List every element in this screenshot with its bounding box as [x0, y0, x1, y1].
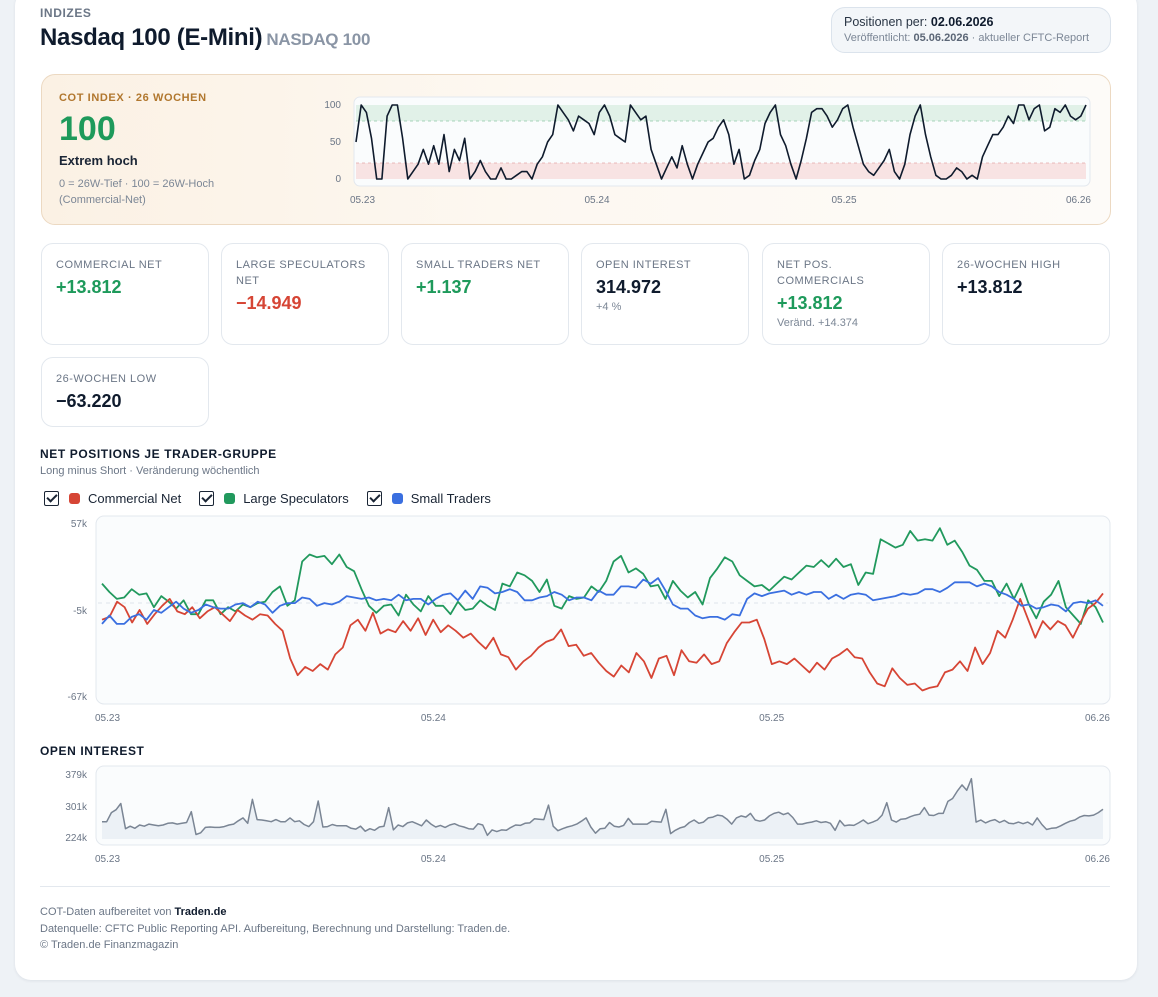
- large-speculators-line: [101, 527, 1104, 625]
- footer-copyright: © Traden.de Finanzmagazin: [40, 939, 179, 951]
- stat-label: LARGE SPECULATORS NET: [236, 259, 366, 287]
- oi-x-tick: 06.26: [1085, 854, 1110, 865]
- legend-large-speculators[interactable]: Large Speculators: [199, 491, 349, 506]
- legend-commercial-label: Commercial Net: [88, 491, 182, 506]
- footer-source: Datenquelle: CFTC Public Reporting API. …: [40, 923, 511, 935]
- cot-x-tick: 06.26: [1066, 195, 1091, 206]
- cot-index-description: 0 = 26W-Tief · 100 = 26W-Hoch (Commercia…: [59, 178, 215, 206]
- oi-y-tick: 224k: [65, 833, 88, 844]
- cot-y-tick: 50: [330, 137, 342, 148]
- stat-value: −14.949: [236, 293, 302, 313]
- cot-index-value: 100: [59, 110, 116, 148]
- stat-subtext: Veränd. +14.374: [777, 317, 859, 329]
- cot-index-line: [355, 104, 1087, 180]
- net-y-tick: -67k: [68, 692, 88, 703]
- net-x-tick: 05.25: [759, 713, 784, 724]
- cot-x-tick: 05.24: [584, 195, 609, 206]
- cot-low-band: [356, 163, 1086, 179]
- stat-card: LARGE SPECULATORS NET −14.949: [221, 243, 389, 345]
- footer-credit-prefix: COT-Daten aufbereitet von: [40, 906, 172, 918]
- checkbox-small-traders[interactable]: [366, 491, 382, 506]
- published-note: · aktueller CFTC-Report: [971, 32, 1089, 44]
- stat-value: +13.812: [957, 277, 1023, 297]
- footer-divider: [40, 886, 1110, 887]
- stat-card: 26-WOCHEN HIGH +13.812: [942, 243, 1110, 345]
- oi-y-tick: 301k: [65, 802, 88, 813]
- cot-index-chart: 100 50 0 05.23 05.24 05.25 06.26: [324, 96, 1091, 206]
- net-y-tick: -5k: [73, 606, 88, 617]
- stat-label: 26-WOCHEN LOW: [56, 373, 157, 385]
- commercial-net-line: [101, 592, 1104, 692]
- legend-large-speculators-label: Large Speculators: [243, 491, 349, 506]
- oi-x-tick: 05.25: [759, 854, 784, 865]
- stat-value: −63.220: [56, 391, 122, 411]
- small-traders-line: [101, 577, 1104, 625]
- stat-label: NET POS. COMMERCIALS: [777, 259, 865, 287]
- cot-index-label: COT INDEX · 26 WOCHEN: [59, 92, 207, 104]
- oi-x-tick: 05.23: [95, 854, 120, 865]
- net-y-tick: 57k: [71, 519, 88, 530]
- oi-y-tick: 379k: [65, 770, 88, 781]
- cot-index-state: Extrem hoch: [59, 153, 138, 168]
- open-interest-title: OPEN INTEREST: [40, 744, 145, 758]
- positions-info-box: Positionen per: 02.06.2026 Veröffentlich…: [831, 7, 1111, 53]
- net-x-tick: 06.26: [1085, 713, 1110, 724]
- cot-high-band: [356, 105, 1086, 121]
- stat-label: 26-WOCHEN HIGH: [957, 259, 1061, 271]
- stat-value: 314.972: [596, 277, 662, 297]
- stat-card: 26-WOCHEN LOW −63.220: [41, 357, 209, 427]
- net-positions-subtitle: Long minus Short · Veränderung wöchentli…: [40, 465, 260, 477]
- stat-card: COMMERCIAL NET +13.812: [41, 243, 209, 345]
- series-legend: Commercial Net Large Speculators Small T…: [44, 491, 509, 506]
- stat-value: +13.812: [777, 293, 843, 313]
- stat-label: SMALL TRADERS NET: [416, 259, 541, 271]
- cot-y-tick: 100: [324, 100, 341, 111]
- published-label: Veröffentlicht:: [844, 32, 911, 44]
- positions-date: 02.06.2026: [930, 15, 994, 29]
- stat-label: OPEN INTEREST: [596, 259, 692, 271]
- oi-x-tick: 05.24: [421, 854, 446, 865]
- open-interest-line: [102, 777, 1104, 837]
- net-x-tick: 05.24: [421, 713, 446, 724]
- net-positions-title: NET POSITIONS JE TRADER-GRUPPE: [40, 447, 277, 461]
- open-interest-chart: 379k 301k 224k 05.23 05.24 05.25 06.26: [65, 765, 1111, 865]
- swatch-small-traders: [391, 493, 403, 504]
- positions-date-line: Positionen per: 02.06.2026: [844, 15, 1098, 29]
- page-title: Nasdaq 100 (E-Mini) NASDAQ 100: [40, 24, 370, 52]
- net-x-tick: 05.23: [95, 713, 120, 724]
- stat-card: SMALL TRADERS NET +1.137: [401, 243, 569, 345]
- stat-label: COMMERCIAL NET: [56, 259, 163, 271]
- published-date: 05.06.2026: [913, 32, 969, 44]
- swatch-large-speculators: [224, 493, 236, 504]
- legend-commercial[interactable]: Commercial Net: [44, 491, 181, 506]
- stat-subtext: +4 %: [596, 301, 622, 313]
- positions-label: Positionen per:: [844, 15, 928, 29]
- instrument-name: Nasdaq 100 (E-Mini): [40, 24, 263, 51]
- open-interest-area: [102, 778, 1103, 839]
- legend-small-traders[interactable]: Small Traders: [366, 491, 491, 506]
- stat-value: +13.812: [56, 277, 122, 297]
- category-label: INDIZES: [40, 6, 92, 20]
- footer-credit: COT-Daten aufbereitet von Traden.de: [40, 906, 227, 918]
- cot-x-tick: 05.23: [350, 195, 375, 206]
- cot-x-tick: 05.25: [831, 195, 856, 206]
- stat-value: +1.137: [416, 277, 472, 297]
- exchange-name: NASDAQ 100: [266, 30, 371, 49]
- checkbox-large-speculators[interactable]: [199, 491, 215, 506]
- legend-small-traders-label: Small Traders: [410, 491, 491, 506]
- stat-card: NET POS. COMMERCIALS +13.812 Veränd. +14.3…: [762, 243, 930, 345]
- swatch-commercial: [69, 493, 80, 504]
- net-positions-chart: 57k -5k -67k 05.23 05.24 05.25 06.26: [68, 515, 1111, 724]
- published-line: Veröffentlicht: 05.06.2026 · aktueller C…: [844, 32, 1098, 44]
- footer-brand-link[interactable]: Traden.de: [174, 906, 227, 918]
- stat-card: OPEN INTEREST 314.972 +4 %: [581, 243, 749, 345]
- checkbox-commercial[interactable]: [44, 491, 59, 506]
- cot-y-tick: 0: [335, 174, 341, 185]
